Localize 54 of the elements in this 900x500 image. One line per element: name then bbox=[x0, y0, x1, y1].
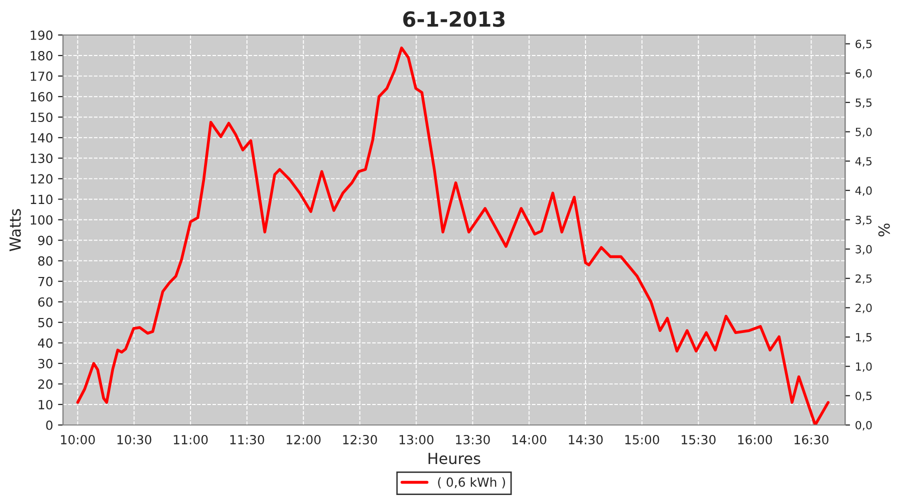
y2-tick-label: 2,0 bbox=[856, 304, 872, 314]
chart-title: 6-1-2013 bbox=[403, 11, 505, 27]
y2-tick-label: 3,0 bbox=[856, 245, 872, 255]
y-tick-label: 40 bbox=[38, 338, 52, 348]
y-axis-title: Watts bbox=[10, 209, 21, 252]
y-tick-label: 180 bbox=[30, 51, 52, 60]
y-tick-label: 170 bbox=[30, 72, 52, 81]
y2-tick-label: 1,0 bbox=[856, 362, 872, 372]
y-tick-label: 120 bbox=[30, 174, 52, 184]
y-tick-label: 150 bbox=[30, 112, 52, 122]
x-tick-label: 13:30 bbox=[456, 434, 490, 444]
x-axis-title: Heures bbox=[428, 452, 480, 464]
x-tick-label: 12:30 bbox=[343, 434, 377, 444]
y-tick-label: 90 bbox=[38, 236, 52, 246]
y-tick-label: 60 bbox=[38, 297, 52, 307]
y-tick-label: 160 bbox=[30, 92, 52, 102]
y2-tick-label: 2,5 bbox=[856, 274, 872, 284]
x-tick-label: 15:00 bbox=[625, 434, 660, 444]
x-tick-label: 12:00 bbox=[286, 434, 321, 444]
y2-tick-label: 3,5 bbox=[856, 216, 872, 226]
x-tick-label: 11:30 bbox=[230, 434, 264, 444]
y-tick-label: 130 bbox=[30, 154, 52, 164]
x-tick-label: 15:30 bbox=[682, 434, 716, 444]
y-tick-label: 80 bbox=[38, 256, 52, 266]
line-series bbox=[76, 46, 830, 425]
x-tick-label: 10:00 bbox=[61, 434, 95, 444]
x-tick-label: 14:00 bbox=[512, 434, 546, 444]
y2-axis-title: % bbox=[878, 224, 890, 236]
y2-tick-label: 4,0 bbox=[855, 186, 872, 196]
y2-tick-label: 5,5 bbox=[856, 98, 872, 108]
x-tick-label: 11:00 bbox=[174, 434, 208, 444]
y-tick-label: 140 bbox=[30, 133, 52, 143]
x-tick-label: 14:30 bbox=[568, 434, 603, 444]
x-tick-label: 13:00 bbox=[400, 434, 434, 444]
y-tick-label: 30 bbox=[38, 358, 52, 368]
x-tick-label: 16:30 bbox=[794, 434, 828, 444]
y-tick-label: 110 bbox=[30, 194, 52, 204]
y2-tick-label: 0,5 bbox=[856, 392, 872, 402]
y-tick-label: 70 bbox=[38, 276, 52, 286]
y2-tick-label: 5,0 bbox=[856, 128, 872, 138]
y2-tick-label: 0,0 bbox=[856, 420, 872, 431]
y-tick-label: 190 bbox=[30, 30, 52, 40]
y2-tick-label: 6,5 bbox=[856, 40, 872, 50]
x-tick-label: 10:30 bbox=[117, 434, 152, 444]
y-tick-label: 0 bbox=[46, 420, 52, 430]
x-tick-label: 16:00 bbox=[738, 434, 772, 444]
y-tick-label: 100 bbox=[30, 215, 52, 225]
y2-tick-label: 1,5 bbox=[856, 333, 872, 343]
y-tick-label: 20 bbox=[38, 379, 52, 389]
y-tick-label: 10 bbox=[38, 400, 52, 410]
y2-tick-label: 6,0 bbox=[856, 69, 872, 79]
y2-tick-label: 4,5 bbox=[855, 157, 872, 167]
y-tick-label: 50 bbox=[38, 318, 52, 328]
legend-label: ( 0,6 kWh ) bbox=[438, 477, 506, 488]
